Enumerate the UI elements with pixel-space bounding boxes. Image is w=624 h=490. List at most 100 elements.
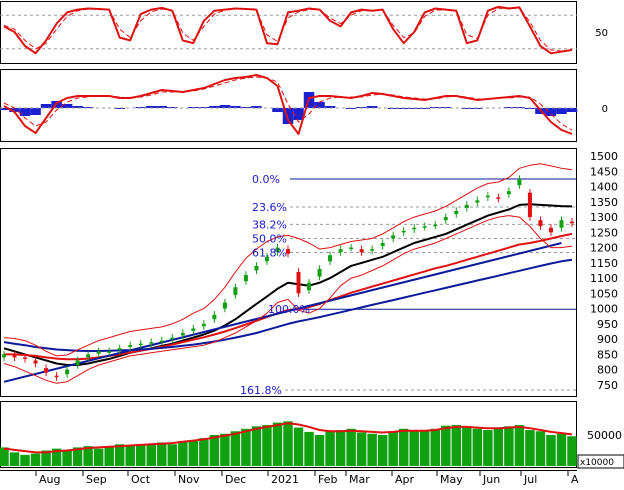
stochastic-line-0 — [3, 5, 573, 55]
macd-histogram-bar — [282, 108, 294, 124]
macd-histogram-bar — [240, 107, 252, 108]
price-candle-body — [412, 227, 417, 230]
price-candle-body — [359, 249, 364, 253]
volume-bar — [493, 427, 504, 466]
volume-bar — [514, 425, 525, 466]
price-candle-body — [433, 224, 438, 227]
volume-bar — [546, 435, 556, 466]
macd-histogram-bar — [40, 104, 52, 108]
price-candle-body — [475, 200, 480, 203]
volume-bar — [136, 444, 146, 466]
indicator-lines — [3, 5, 573, 454]
volume-bar — [356, 432, 367, 466]
volume-bar — [567, 436, 577, 466]
volume-bar — [167, 444, 178, 466]
macd-line-0 — [3, 74, 573, 135]
price-candle-body — [149, 342, 154, 344]
volume-bar — [241, 428, 251, 466]
macd-histogram-bar — [114, 108, 125, 109]
macd-histogram-bar — [72, 106, 83, 108]
volume-bar — [188, 439, 199, 466]
price-candle-body — [296, 272, 301, 294]
price-tick-label: 800 — [597, 364, 618, 377]
price-tick-label: 900 — [597, 333, 618, 346]
macd-histogram-bar — [556, 108, 567, 114]
time-axis-label: Mar — [349, 473, 370, 486]
volume-bar — [420, 431, 430, 466]
volume-bar — [62, 449, 72, 466]
stochastic-panel-frame — [0, 1, 577, 64]
macd-histogram-bar — [566, 108, 578, 112]
volume-bar — [504, 426, 514, 466]
volume-multiplier-label: x10000 — [580, 458, 614, 468]
time-axis-label: Jul — [523, 473, 537, 486]
time-axis-label: 2021 — [271, 473, 299, 486]
time-axis-label: Apr — [395, 473, 415, 486]
macd-line-1 — [3, 76, 573, 131]
price-candle-body — [117, 348, 122, 351]
price-candle-body — [201, 323, 206, 327]
price-candle-body — [401, 230, 406, 233]
price-candle-body — [12, 354, 17, 358]
price-tick-label: 1450 — [590, 165, 618, 178]
price-candle-body — [180, 333, 185, 336]
price-candle-body — [96, 351, 101, 354]
price-candle-body — [33, 360, 38, 364]
price-candle-body — [317, 268, 322, 277]
volume-bar — [93, 448, 104, 466]
volume-bar — [398, 428, 409, 466]
price-candle-body — [243, 275, 248, 282]
price-candle-body — [570, 221, 574, 224]
stochastic-tick-label: 50 — [595, 28, 608, 39]
time-axis-label: A — [571, 473, 579, 486]
macd-histogram-bar — [61, 104, 73, 108]
volume-bar — [125, 445, 135, 466]
volume-bar — [230, 431, 241, 466]
price-candle-body — [443, 217, 448, 221]
volume-bar — [335, 430, 346, 466]
volume-panel-frame — [0, 401, 577, 468]
macd-histogram-bar — [146, 106, 157, 108]
price-candle-body — [422, 226, 427, 228]
macd-histogram-bar — [503, 107, 515, 108]
macd-histogram-bar — [219, 105, 231, 108]
guide-lines — [0, 14, 577, 391]
price-panel-frame — [0, 148, 577, 397]
price-tick-label: 1350 — [590, 196, 618, 209]
volume-bar — [535, 431, 546, 466]
price-candle-body — [328, 255, 333, 262]
macd-histogram-bar — [156, 106, 168, 108]
price-candle-body — [275, 247, 280, 253]
volume-bar — [83, 446, 93, 466]
volume-bar — [462, 427, 472, 466]
price-candle-body — [75, 360, 80, 366]
axis-labels: 50 0 1500 1450 1400 1350 1300 1250 1200 1150 1100 1… — [35, 28, 624, 486]
macd-histogram-bar — [9, 108, 20, 112]
price-candle-body — [464, 204, 469, 208]
fibonacci-level-label: 61.8% — [252, 246, 287, 259]
price-tick-label: 1400 — [590, 181, 618, 194]
macd-histogram-bar — [30, 108, 41, 115]
volume-bar — [409, 430, 419, 466]
price-tick-label: 1050 — [590, 287, 618, 300]
fibonacci-level-label: 0.0% — [252, 173, 280, 186]
macd-histogram-bar — [167, 107, 178, 108]
price-candle-body — [128, 345, 133, 348]
price-candle-body — [506, 191, 511, 195]
volume-bar — [114, 444, 125, 466]
volume-bar — [209, 435, 220, 466]
macd-tick-label: 0 — [602, 104, 608, 115]
price-candle-body — [2, 354, 6, 358]
macd-histogram-bar — [345, 108, 357, 109]
price-tick-label: 1200 — [590, 242, 618, 255]
macd-panel-frame — [0, 69, 577, 142]
volume-bar — [346, 428, 356, 466]
macd-histogram-bar — [19, 108, 31, 116]
volume-bar — [51, 448, 62, 466]
fibonacci-labels: 0.0% 23.6% 38.2%50.0%61.8% 100.0% 161.8% — [240, 173, 310, 397]
macd-histogram-bar — [314, 102, 325, 108]
fibonacci-level-label: 161.8% — [240, 384, 282, 397]
price-candle-body — [212, 314, 217, 320]
macd-histogram-bar — [461, 108, 473, 109]
